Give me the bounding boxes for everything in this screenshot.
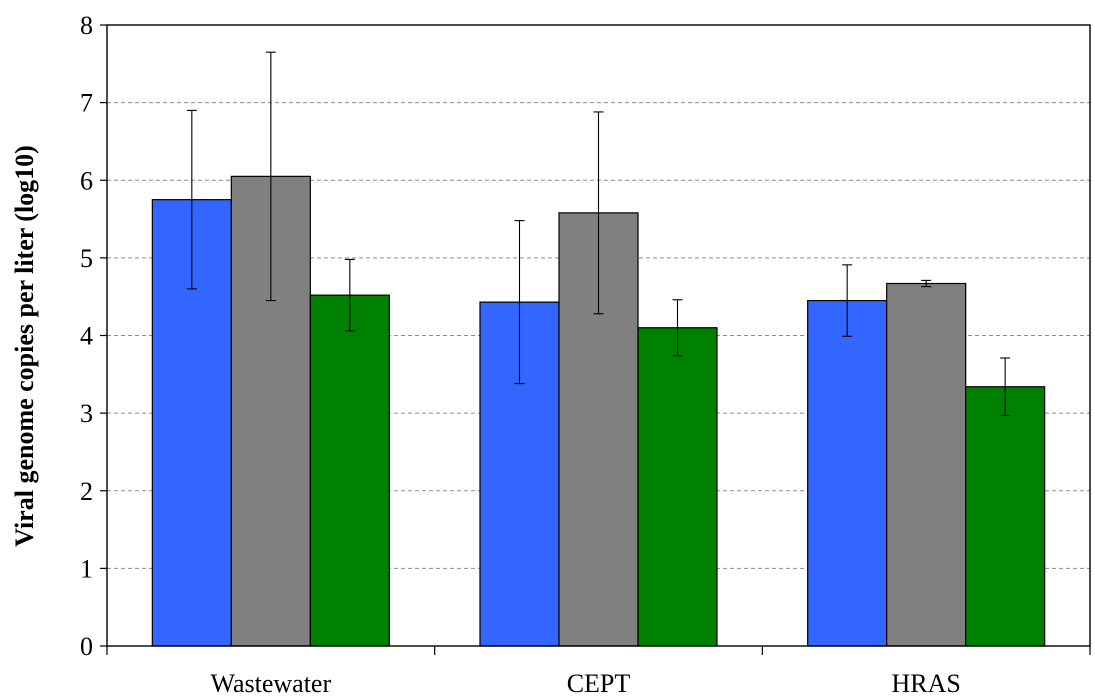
category-label: HRAS	[891, 669, 960, 698]
y-axis-title: Viral genome copies per liter (log10)	[10, 145, 39, 547]
error-bars	[186, 51, 1011, 417]
y-tick-label: 7	[80, 89, 93, 118]
bar	[886, 282, 967, 647]
bar	[637, 327, 718, 647]
y-tick-label: 8	[80, 11, 93, 40]
y-tick-label: 1	[80, 554, 93, 583]
y-tick-label: 4	[80, 322, 93, 351]
y-tick-labels: 0 1 2 3 4 5 6 7 8	[80, 11, 93, 661]
plot-frame	[106, 24, 1091, 647]
y-tick-label: 3	[80, 399, 93, 428]
bar	[309, 294, 390, 647]
y-tick-label: 5	[80, 244, 93, 273]
axes	[100, 24, 1091, 655]
bar	[965, 386, 1046, 647]
category-labels: Wastewater CEPT HRAS	[211, 669, 961, 698]
y-tick-label: 6	[80, 166, 93, 195]
y-tick-label: 0	[80, 632, 93, 661]
category-label: CEPT	[567, 669, 631, 698]
category-label: Wastewater	[211, 669, 332, 698]
bar	[807, 299, 888, 647]
y-tick-label: 2	[80, 477, 93, 506]
